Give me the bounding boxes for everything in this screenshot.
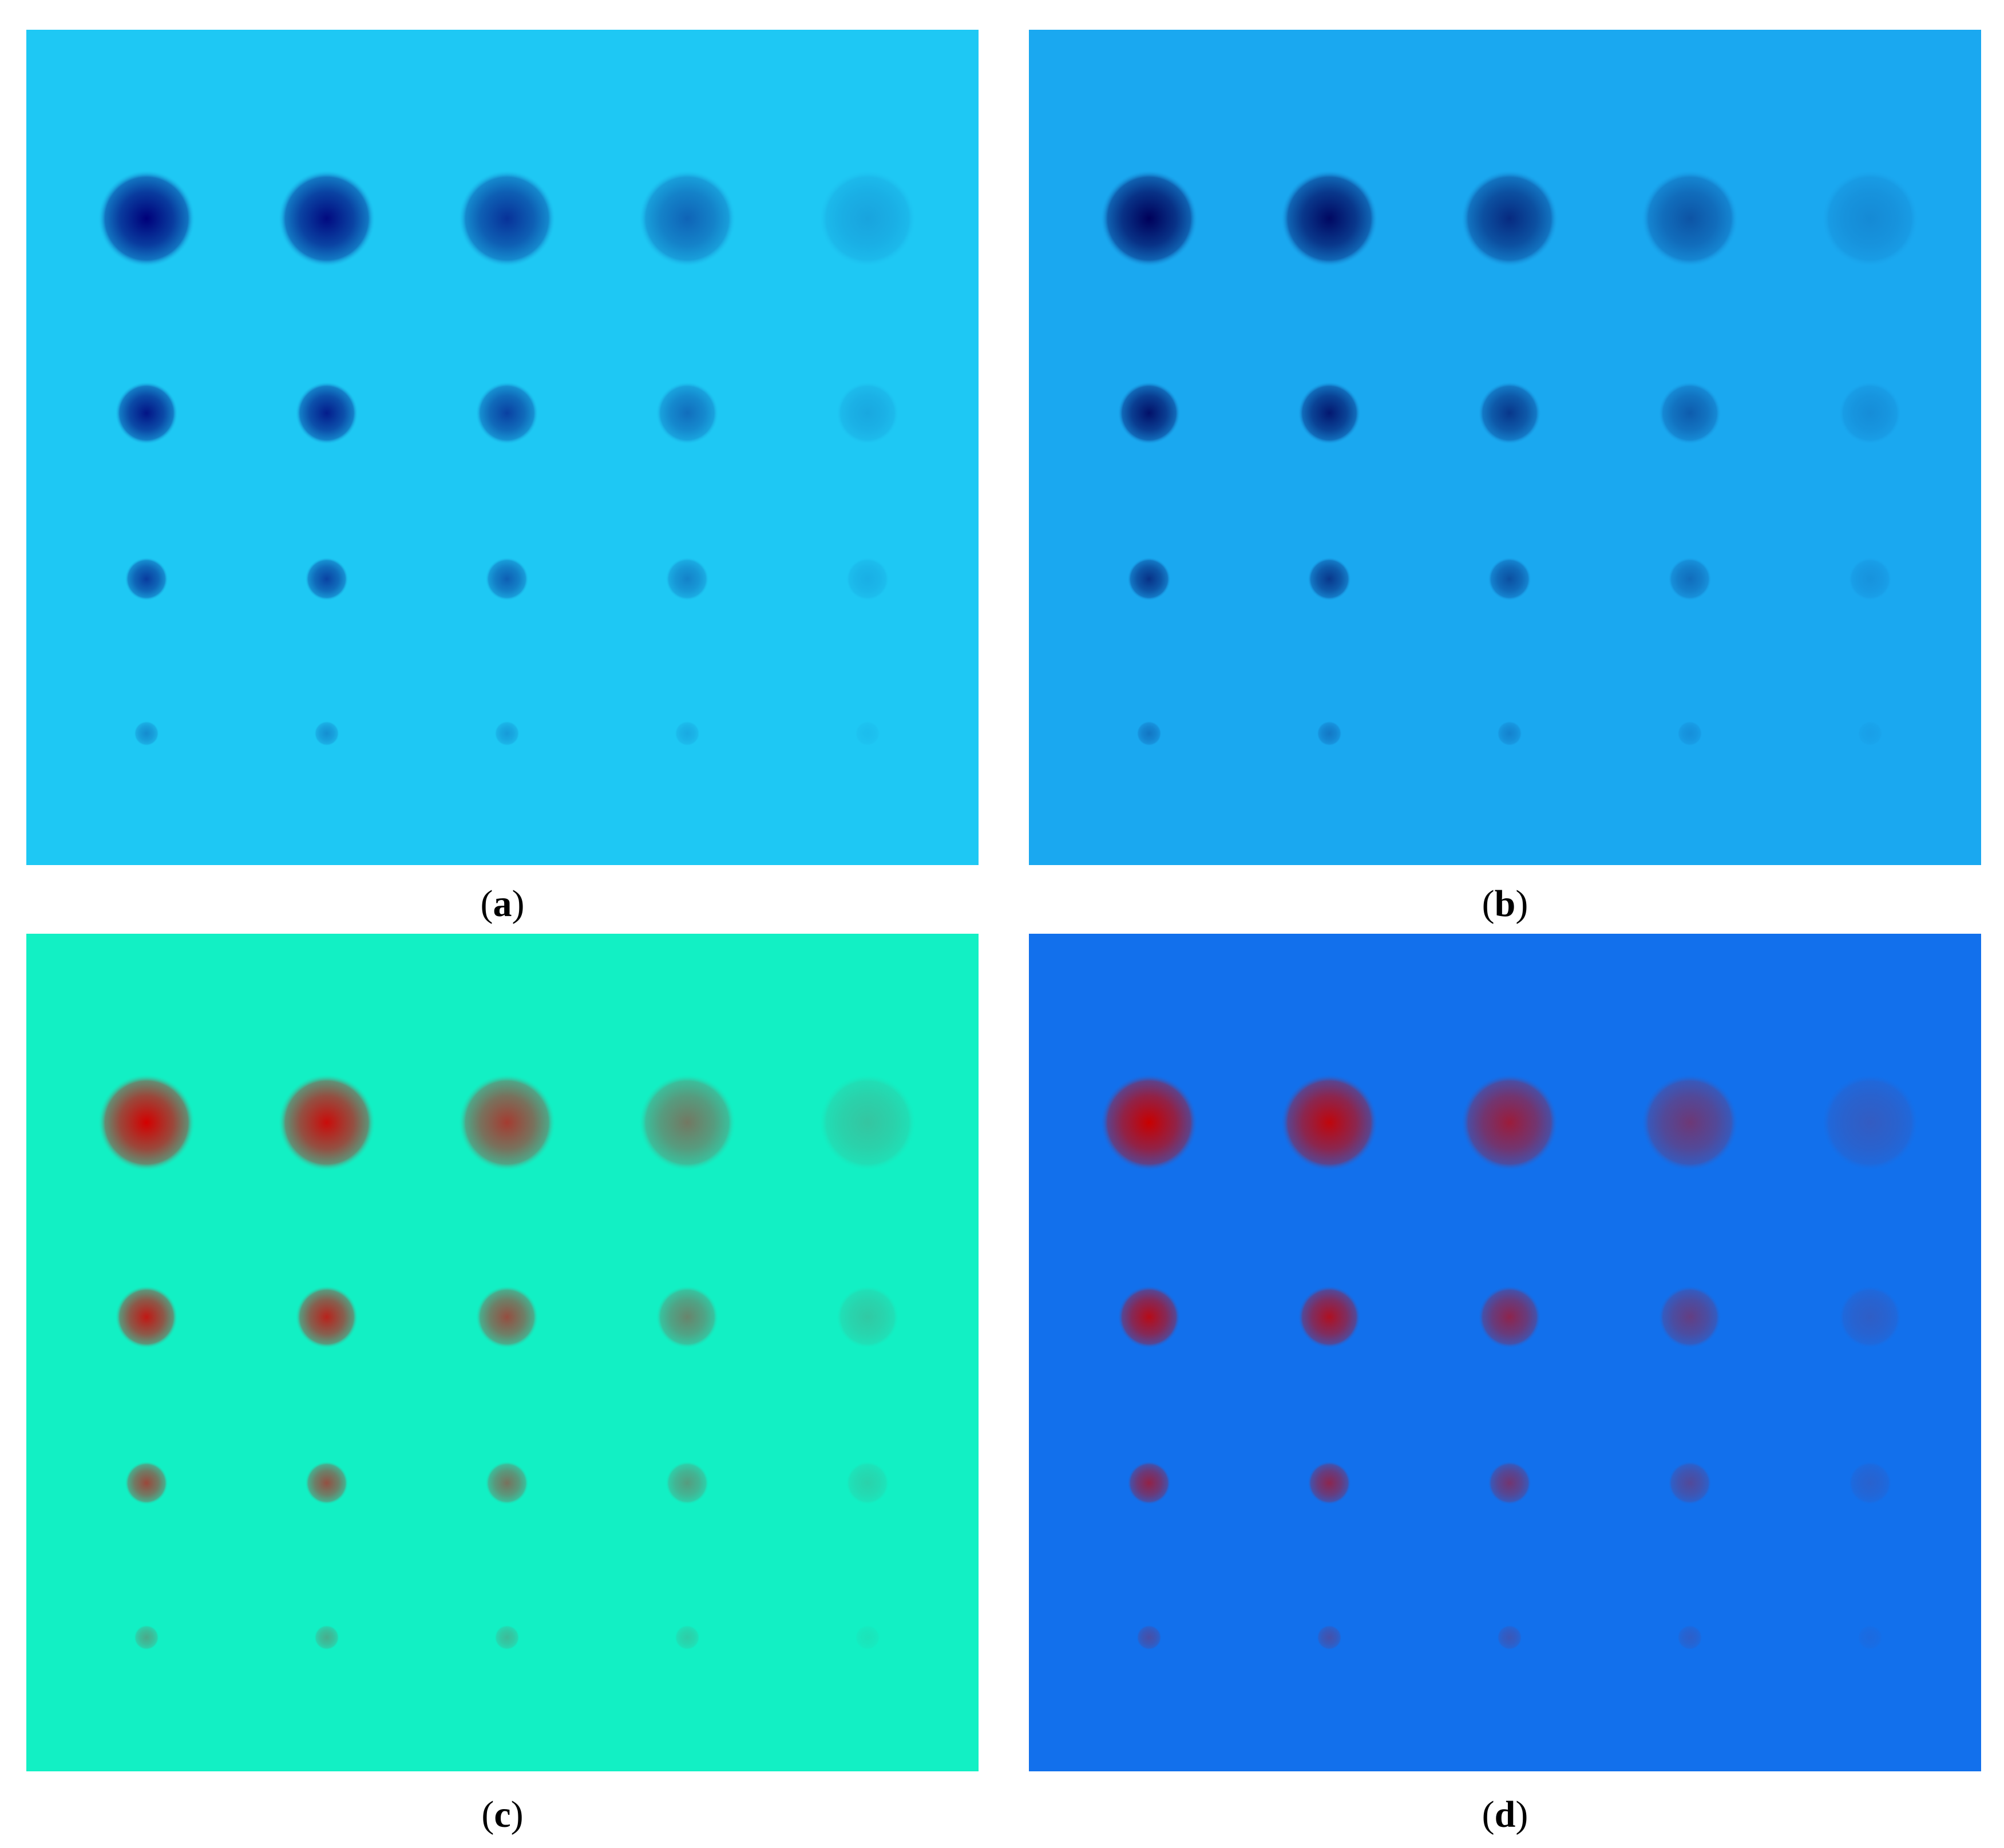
spot-r3-c2 [305, 1461, 348, 1505]
caption-d: (d) [1482, 1794, 1528, 1835]
spot-r4-c5 [855, 721, 880, 746]
spot-r3-c1 [1127, 1461, 1171, 1505]
spot-r2-c2 [1298, 1286, 1361, 1349]
spot-r4-c2 [314, 721, 339, 746]
panel-b-image [1029, 30, 1981, 865]
spot-r1-c2 [1281, 1074, 1378, 1171]
spot-r2-c1 [115, 1286, 178, 1349]
spot-r2-c2 [295, 382, 358, 445]
spot-r1-c3 [1461, 1074, 1558, 1171]
panel-c-image [26, 934, 979, 1771]
spot-r3-c5 [1848, 1461, 1892, 1505]
spot-r1-c5 [819, 170, 916, 267]
spot-r4-c1 [1136, 721, 1162, 746]
spot-r3-c3 [1488, 557, 1531, 601]
panel-a-svg [26, 30, 979, 865]
spot-r4-c1 [134, 1625, 159, 1650]
spot-r4-c4 [1677, 721, 1702, 746]
spot-r4-c2 [314, 1625, 339, 1650]
spot-r2-c4 [656, 1286, 719, 1349]
spot-r2-c4 [656, 382, 719, 445]
spot-r4-c3 [1497, 721, 1522, 746]
spot-r4-c3 [494, 721, 520, 746]
spot-r1-c4 [639, 170, 736, 267]
spot-r2-c3 [1478, 382, 1541, 445]
panel-a-image [26, 30, 979, 865]
spot-r3-c4 [1668, 557, 1712, 601]
caption-c: (c) [481, 1794, 524, 1835]
spot-r3-c4 [666, 557, 709, 601]
spot-r4-c4 [1677, 1625, 1702, 1650]
spot-r1-c1 [98, 170, 195, 267]
spot-r1-c5 [1821, 170, 1919, 267]
spot-r2-c1 [1118, 1286, 1181, 1349]
spot-r1-c5 [1821, 1074, 1919, 1171]
spot-r3-c3 [485, 1461, 529, 1505]
spot-r3-c5 [1848, 557, 1892, 601]
spot-r1-c3 [1461, 170, 1558, 267]
spot-r1-c1 [1100, 1074, 1198, 1171]
spot-r2-c5 [836, 382, 899, 445]
spot-r2-c5 [1839, 1286, 1902, 1349]
spot-r4-c3 [1497, 1625, 1522, 1650]
spot-r3-c1 [125, 1461, 168, 1505]
spot-r2-c3 [476, 382, 538, 445]
spot-r1-c5 [819, 1074, 916, 1171]
spot-r1-c2 [1281, 170, 1378, 267]
panel-d-svg [1029, 934, 1981, 1771]
spot-r3-c2 [305, 557, 348, 601]
spot-r1-c1 [98, 1074, 195, 1171]
caption-b: (b) [1482, 883, 1528, 925]
spot-r4-c1 [134, 721, 159, 746]
spot-r3-c4 [666, 1461, 709, 1505]
spot-r1-c2 [278, 1074, 375, 1171]
panel-d-image [1029, 934, 1981, 1771]
spot-r3-c2 [1308, 557, 1351, 601]
spot-r1-c3 [458, 1074, 556, 1171]
spot-r4-c5 [1858, 721, 1883, 746]
spot-r1-c2 [278, 170, 375, 267]
spot-r2-c2 [295, 1286, 358, 1349]
spot-r1-c1 [1100, 170, 1198, 267]
caption-a: (a) [480, 883, 525, 925]
panel-c-svg [26, 934, 979, 1771]
spot-r4-c2 [1317, 1625, 1342, 1650]
spot-r4-c4 [675, 1625, 700, 1650]
spot-r2-c3 [1478, 1286, 1541, 1349]
spot-r2-c5 [836, 1286, 899, 1349]
spot-r3-c3 [1488, 1461, 1531, 1505]
spot-r2-c1 [1118, 382, 1181, 445]
spot-r3-c1 [1127, 557, 1171, 601]
spot-r4-c1 [1136, 1625, 1162, 1650]
spot-r2-c3 [476, 1286, 538, 1349]
spot-r1-c4 [639, 1074, 736, 1171]
spot-r2-c4 [1658, 1286, 1721, 1349]
spot-r2-c1 [115, 382, 178, 445]
spot-r3-c5 [846, 1461, 889, 1505]
spot-r2-c5 [1839, 382, 1902, 445]
spot-r3-c5 [846, 557, 889, 601]
spot-r1-c4 [1641, 1074, 1738, 1171]
spot-r2-c4 [1658, 382, 1721, 445]
spot-r4-c2 [1317, 721, 1342, 746]
spot-r3-c2 [1308, 1461, 1351, 1505]
spot-r4-c5 [855, 1625, 880, 1650]
spot-r2-c2 [1298, 382, 1361, 445]
spot-r4-c5 [1858, 1625, 1883, 1650]
spot-r3-c4 [1668, 1461, 1712, 1505]
spot-r4-c3 [494, 1625, 520, 1650]
spot-r1-c3 [458, 170, 556, 267]
spot-r3-c3 [485, 557, 529, 601]
spot-r4-c4 [675, 721, 700, 746]
spot-r1-c4 [1641, 170, 1738, 267]
spot-r3-c1 [125, 557, 168, 601]
panel-b-svg [1029, 30, 1981, 865]
